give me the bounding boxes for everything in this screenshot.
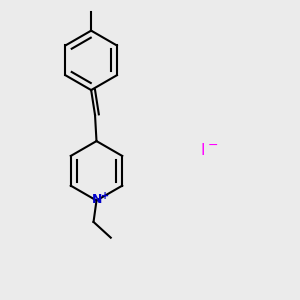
Text: +: + xyxy=(101,191,109,201)
Text: I: I xyxy=(200,142,205,158)
Text: N: N xyxy=(92,193,102,206)
Text: −: − xyxy=(208,139,218,152)
